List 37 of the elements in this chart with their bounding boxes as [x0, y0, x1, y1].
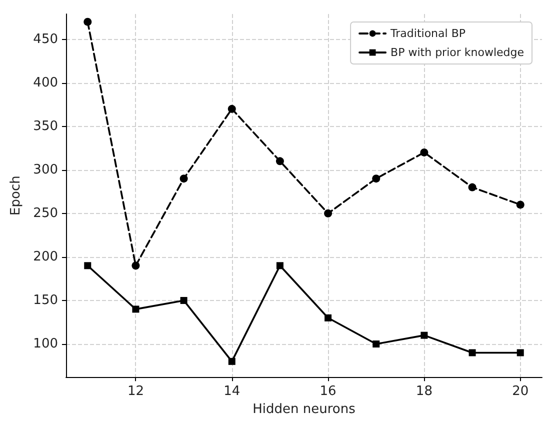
y-tick-label: 450: [33, 32, 58, 47]
point: [228, 104, 236, 113]
point: [180, 296, 188, 304]
point: [84, 262, 92, 270]
y-tick-label: 250: [33, 206, 58, 221]
point: [420, 148, 428, 156]
point: [324, 314, 332, 322]
point: [516, 349, 524, 356]
y-tick-label: 400: [33, 75, 58, 90]
point: [84, 18, 92, 26]
y-tick-label: 100: [33, 336, 58, 352]
y-axis-title: Epoch: [8, 176, 24, 216]
x-tick-label: 20: [512, 384, 529, 400]
point: [372, 174, 380, 183]
legend-label: BP with prior knowledge: [390, 46, 524, 59]
y-tick-label: 200: [33, 249, 58, 264]
x-axis-title: Hidden neurons: [252, 402, 356, 417]
x-tick-label: 12: [127, 384, 144, 400]
point: [180, 174, 188, 183]
x-tick-label: 14: [224, 384, 240, 400]
x-tick-label: 16: [320, 384, 336, 400]
point: [132, 262, 140, 270]
legend-label: Traditional BP: [390, 27, 466, 40]
y-tick-label: 350: [33, 118, 58, 134]
point: [468, 349, 476, 356]
point: [276, 262, 284, 270]
point: [420, 332, 428, 339]
point: [324, 209, 332, 218]
point: [132, 306, 140, 313]
y-tick-label: 300: [33, 162, 58, 178]
point: [276, 157, 284, 166]
y-tick-label: 150: [33, 292, 58, 308]
x-tick-label: 18: [416, 384, 432, 400]
point: [372, 340, 380, 348]
point: [468, 183, 476, 192]
point: [228, 358, 236, 365]
point: [516, 200, 524, 209]
